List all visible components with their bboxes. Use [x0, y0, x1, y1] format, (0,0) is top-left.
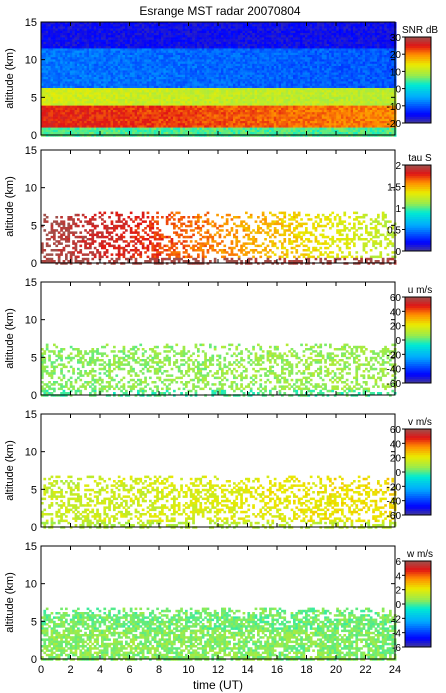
y-tick-label: 15 — [25, 17, 37, 29]
colorbar-tick-label: 40 — [390, 307, 402, 318]
colorbar-tick-label: -40 — [387, 365, 402, 376]
colorbar-label: u m/s — [408, 285, 432, 296]
colorbar-tick-label: 0 — [395, 336, 401, 347]
colorbar-tick-label: -60 — [387, 511, 402, 522]
colorbar-tick-label: 20 — [390, 322, 402, 333]
y-axis-label: altitude (km) — [4, 308, 16, 369]
colorbar-tick-label: 60 — [390, 425, 402, 436]
x-tick-label: 8 — [156, 664, 162, 676]
y-tick-label: 10 — [25, 315, 37, 327]
data-cells — [41, 475, 397, 529]
colorbar-tick-label: 0 — [395, 600, 401, 611]
colorbar-tick-label: 0 — [395, 247, 401, 258]
y-tick-label: 5 — [31, 616, 37, 628]
y-tick-label: 10 — [25, 55, 37, 67]
colorbar: u m/s 60 40 20 0 -20 -40 -60 — [387, 285, 433, 390]
figure-title: Esrange MST radar 20070804 — [139, 4, 301, 18]
x-tick-label: 16 — [271, 664, 283, 676]
colorbar-label: w m/s — [406, 549, 433, 560]
data-cells — [41, 343, 397, 397]
colorbar-tick-label: 4 — [395, 571, 401, 582]
colorbar: v m/s 60 40 20 0 -20 -40 -60 — [387, 417, 432, 522]
colorbar-tick-label: 20 — [390, 454, 402, 465]
y-tick-label: 5 — [31, 220, 37, 232]
x-tick-label: 2 — [67, 664, 73, 676]
colorbar-tick-label: 30 — [390, 33, 402, 44]
y-tick-label: 15 — [25, 145, 37, 157]
colorbar-tick-label: 0 — [395, 85, 401, 96]
colorbar-tick-label: -20 — [387, 119, 402, 130]
colorbar-tick-label: 20 — [390, 50, 402, 61]
colorbar-tick-label: 2 — [395, 586, 401, 597]
x-tick-label: 12 — [212, 664, 224, 676]
colorbar-tick-label: 1.5 — [387, 183, 401, 194]
data-cells — [41, 211, 397, 265]
colorbar-tick-label: 10 — [390, 67, 402, 78]
y-tick-label: 5 — [31, 484, 37, 496]
colorbar-tick-label: 6 — [395, 557, 401, 568]
colorbar-tick-label: 60 — [390, 293, 402, 304]
colorbar-tick-label: -2 — [392, 614, 401, 625]
x-tick-label: 0 — [38, 664, 44, 676]
x-tick-label: 20 — [330, 664, 342, 676]
y-tick-label: 15 — [25, 409, 37, 421]
colorbar-label: tau S — [408, 153, 432, 164]
x-tick-label: 18 — [300, 664, 312, 676]
colorbar-tick-label: -20 — [387, 482, 402, 493]
x-tick-label: 22 — [359, 664, 371, 676]
y-tick-label: 15 — [25, 541, 37, 553]
y-tick-label: 0 — [31, 654, 37, 666]
y-tick-label: 0 — [31, 130, 37, 142]
y-tick-label: 10 — [25, 579, 37, 591]
colorbar-tick-label: 0 — [395, 468, 401, 479]
colorbar-tick-label: 40 — [390, 439, 402, 450]
colorbar-tick-label: -60 — [387, 379, 402, 390]
y-tick-label: 10 — [25, 183, 37, 195]
colorbar-label: SNR dB — [402, 25, 438, 36]
x-axis-label: time (UT) — [193, 678, 243, 692]
colorbar-tick-label: -10 — [387, 102, 402, 113]
data-cells — [41, 22, 397, 137]
colorbar: w m/s 6 4 2 0 -2 -4 -6 — [392, 549, 433, 654]
y-axis-label: altitude (km) — [4, 48, 16, 109]
y-tick-label: 5 — [31, 92, 37, 104]
y-axis-label: altitude (km) — [4, 176, 16, 237]
y-tick-label: 15 — [25, 277, 37, 289]
y-axis-label: altitude (km) — [4, 572, 16, 633]
x-tick-label: 14 — [241, 664, 253, 676]
y-tick-label: 10 — [25, 447, 37, 459]
panel-u: 0 5 10 15 altitude (km) u m/s 60 40 20 0 -20 -40 -60 — [4, 277, 432, 402]
y-tick-label: 0 — [31, 522, 37, 534]
colorbar: tau S 2 1.5 1 0.5 0 — [387, 153, 432, 258]
y-tick-label: 0 — [31, 258, 37, 270]
colorbar-tick-label: 1 — [395, 204, 401, 215]
y-tick-label: 0 — [31, 390, 37, 402]
y-axis-label: altitude (km) — [4, 440, 16, 501]
x-tick-label: 6 — [126, 664, 132, 676]
colorbar-tick-label: 2 — [395, 161, 401, 172]
panel-v: 0 5 10 15 altitude (km) v m/s 60 40 20 0 -20 -40 -60 — [4, 409, 432, 534]
colorbar-tick-label: -4 — [392, 629, 401, 640]
colorbar-tick-label: -40 — [387, 497, 402, 508]
colorbar-tick-label: 0.5 — [387, 226, 401, 237]
data-cells — [41, 607, 397, 661]
x-tick-label: 10 — [182, 664, 194, 676]
y-tick-label: 5 — [31, 352, 37, 364]
colorbar-tick-label: -20 — [387, 350, 402, 361]
x-tick-label: 4 — [97, 664, 103, 676]
colorbar-frame — [404, 36, 432, 124]
colorbar-label: v m/s — [408, 417, 432, 428]
colorbar-tick-label: -6 — [392, 643, 401, 654]
x-tick-label: 24 — [389, 664, 401, 676]
panel-tau: 0 5 10 15 altitude (km) tau S 2 1.5 1 0.5 0 — [4, 145, 432, 270]
